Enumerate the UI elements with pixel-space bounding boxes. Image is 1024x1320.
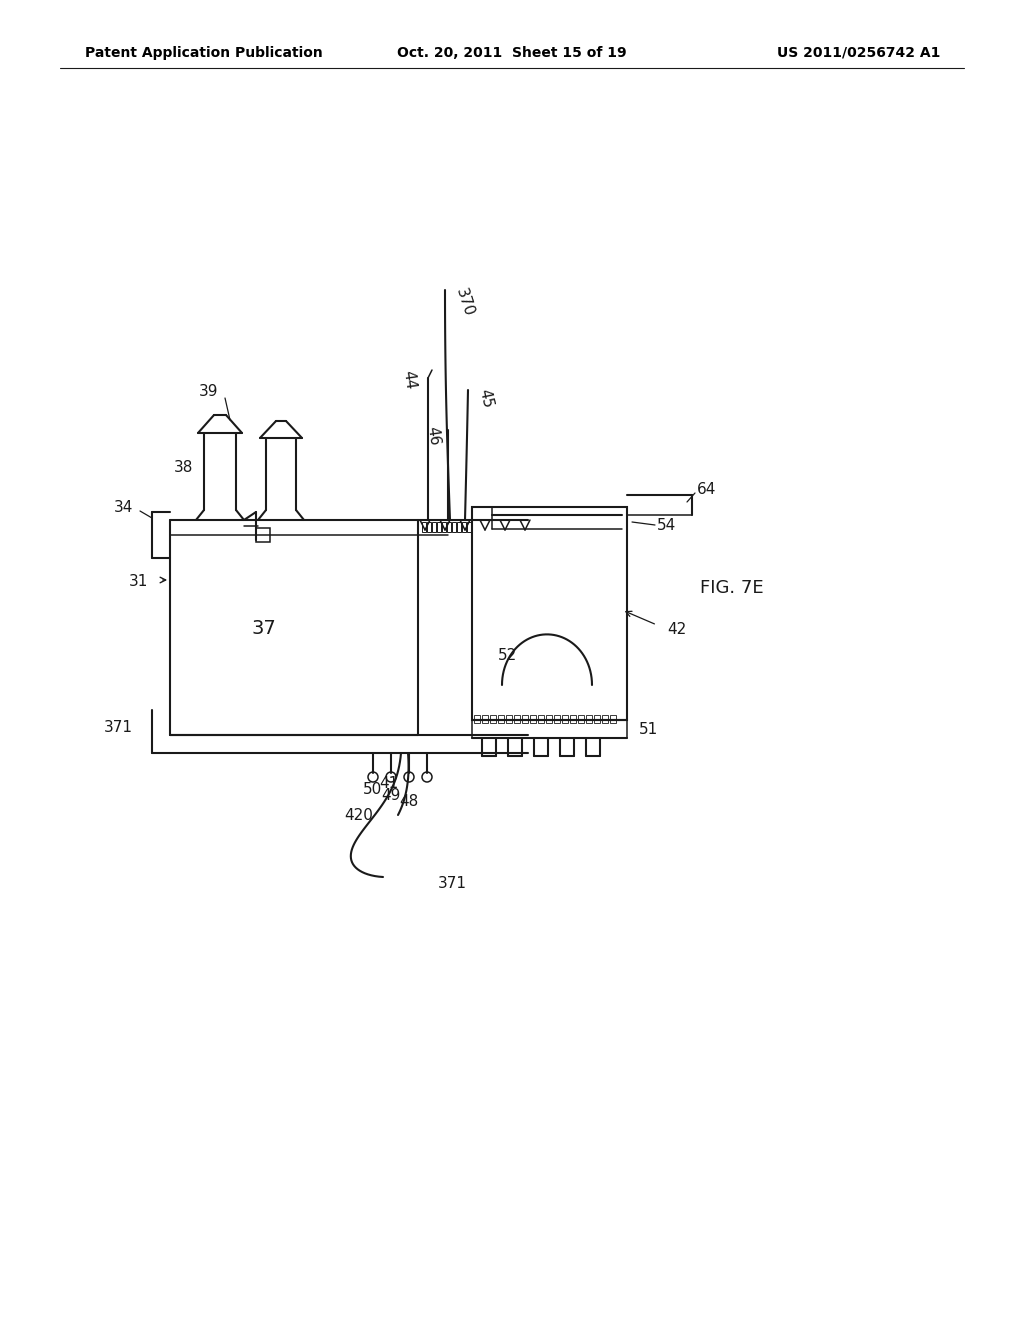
Bar: [462, 521, 466, 532]
Text: 41: 41: [379, 776, 398, 791]
Text: US 2011/0256742 A1: US 2011/0256742 A1: [776, 46, 940, 59]
Text: 420: 420: [344, 808, 373, 822]
Bar: [472, 507, 627, 719]
Text: Oct. 20, 2011  Sheet 15 of 19: Oct. 20, 2011 Sheet 15 of 19: [397, 46, 627, 59]
Bar: [594, 715, 600, 723]
Bar: [427, 521, 431, 532]
Text: 45: 45: [476, 387, 495, 409]
Text: 64: 64: [697, 482, 717, 496]
Text: 44: 44: [400, 370, 418, 391]
Bar: [538, 715, 544, 723]
Text: 371: 371: [438, 875, 467, 891]
Bar: [256, 528, 270, 543]
Text: 371: 371: [104, 721, 133, 735]
Text: FIG. 7E: FIG. 7E: [700, 579, 764, 597]
Text: 38: 38: [174, 461, 193, 475]
Text: 48: 48: [399, 793, 419, 808]
Bar: [432, 521, 436, 532]
Bar: [554, 715, 560, 723]
Bar: [562, 715, 568, 723]
Text: 50: 50: [364, 783, 383, 797]
Text: 34: 34: [114, 500, 133, 516]
Bar: [530, 715, 536, 723]
Bar: [602, 715, 608, 723]
Bar: [447, 521, 451, 532]
Text: 52: 52: [498, 648, 517, 663]
Bar: [506, 715, 512, 723]
Bar: [422, 521, 426, 532]
Text: 31: 31: [129, 574, 148, 590]
Bar: [474, 715, 480, 723]
Text: 37: 37: [252, 619, 276, 638]
Bar: [482, 715, 488, 723]
Bar: [610, 715, 616, 723]
Bar: [578, 715, 584, 723]
Bar: [457, 521, 461, 532]
Text: 39: 39: [199, 384, 218, 400]
Bar: [452, 521, 456, 532]
Bar: [490, 715, 496, 723]
Bar: [467, 521, 471, 532]
Text: 54: 54: [657, 517, 676, 532]
Bar: [514, 715, 520, 723]
Text: 42: 42: [667, 623, 686, 638]
Bar: [498, 715, 504, 723]
Bar: [442, 521, 446, 532]
Bar: [437, 521, 441, 532]
Text: 49: 49: [381, 788, 400, 803]
Bar: [546, 715, 552, 723]
Text: Patent Application Publication: Patent Application Publication: [85, 46, 323, 59]
Text: 51: 51: [639, 722, 658, 738]
Text: 370: 370: [453, 286, 476, 318]
Bar: [522, 715, 528, 723]
Bar: [570, 715, 575, 723]
Bar: [586, 715, 592, 723]
Text: 46: 46: [425, 425, 442, 446]
